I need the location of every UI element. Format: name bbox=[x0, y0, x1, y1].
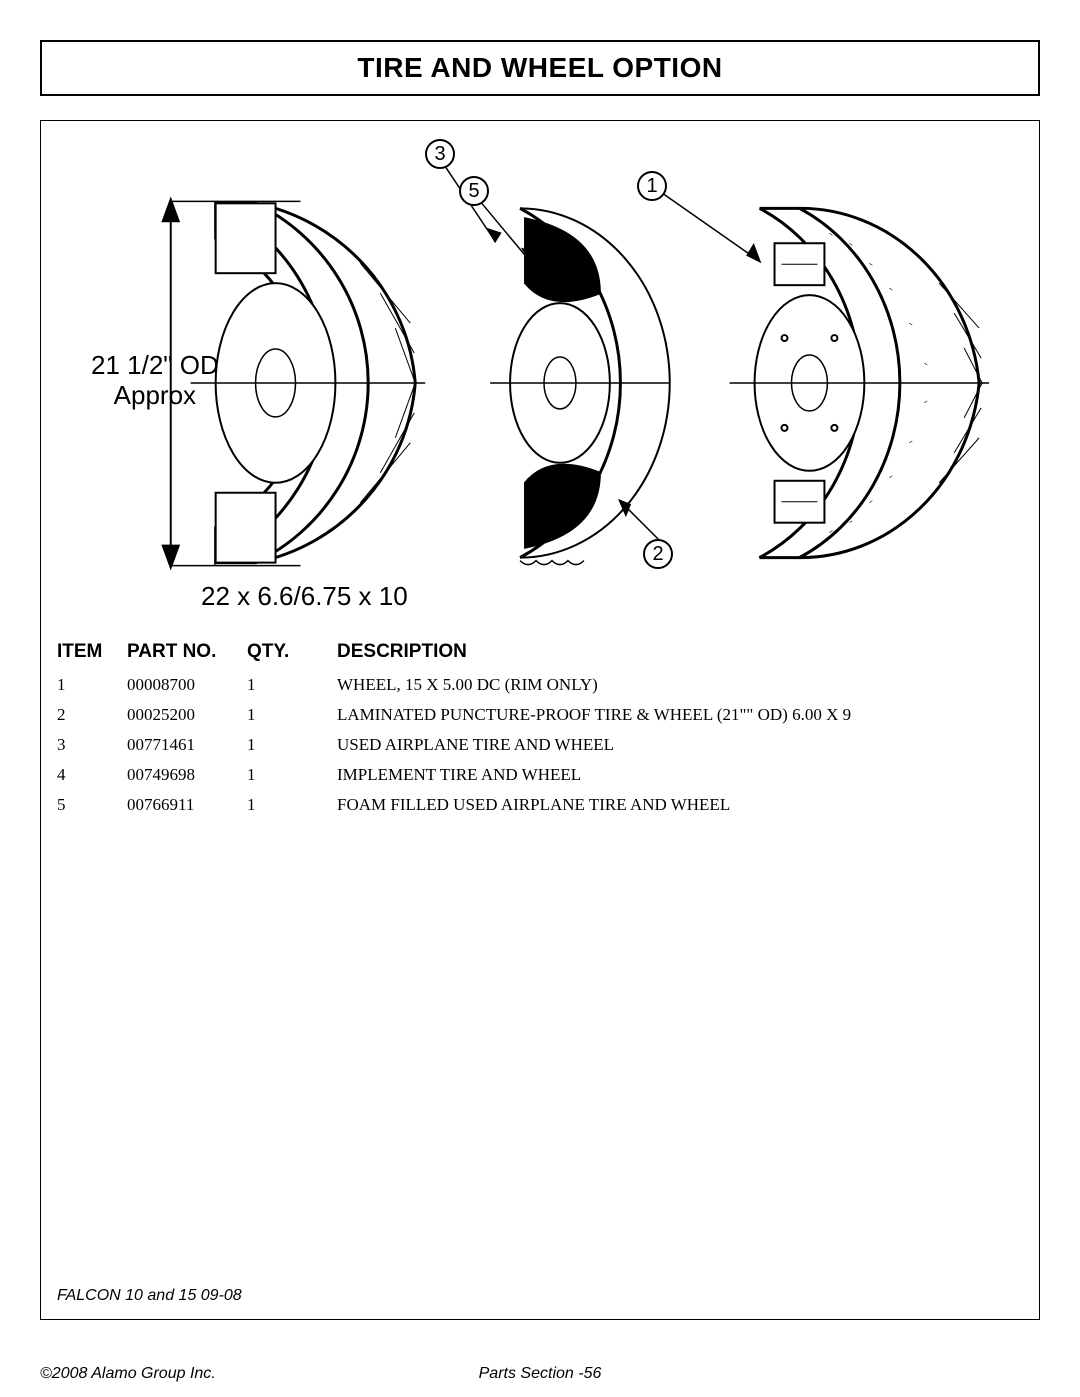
cell-qty: 1 bbox=[247, 705, 337, 725]
page-title: TIRE AND WHEEL OPTION bbox=[357, 52, 722, 84]
callout-2: 2 bbox=[643, 539, 673, 569]
cell-item: 1 bbox=[57, 675, 127, 695]
cell-desc: WHEEL, 15 X 5.00 DC (RIM ONLY) bbox=[337, 675, 1023, 695]
cell-desc: FOAM FILLED USED AIRPLANE TIRE AND WHEEL bbox=[337, 795, 1023, 815]
cell-part: 00025200 bbox=[127, 705, 247, 725]
header-item: ITEM bbox=[57, 641, 127, 663]
cell-item: 3 bbox=[57, 735, 127, 755]
cell-item: 4 bbox=[57, 765, 127, 785]
table-row: 3 00771461 1 USED AIRPLANE TIRE AND WHEE… bbox=[57, 735, 1023, 755]
parts-table: ITEM PART NO. QTY. DESCRIPTION 1 0000870… bbox=[57, 641, 1023, 825]
cell-part: 00771461 bbox=[127, 735, 247, 755]
parts-table-header: ITEM PART NO. QTY. DESCRIPTION bbox=[57, 641, 1023, 663]
cell-part: 00008700 bbox=[127, 675, 247, 695]
document-revision: FALCON 10 and 15 09-08 bbox=[57, 1287, 242, 1305]
od-line2: Approx bbox=[114, 380, 196, 410]
tire-size-label: 22 x 6.6/6.75 x 10 bbox=[201, 581, 408, 612]
cell-part: 00766911 bbox=[127, 795, 247, 815]
table-row: 5 00766911 1 FOAM FILLED USED AIRPLANE T… bbox=[57, 795, 1023, 815]
footer-section: Parts Section -56 bbox=[479, 1365, 602, 1383]
header-partno: PART NO. bbox=[127, 641, 247, 663]
callout-5: 5 bbox=[459, 176, 489, 206]
title-box: TIRE AND WHEEL OPTION bbox=[40, 40, 1040, 96]
callout-3: 3 bbox=[425, 139, 455, 169]
callout-1: 1 bbox=[637, 171, 667, 201]
table-row: 2 00025200 1 LAMINATED PUNCTURE-PROOF TI… bbox=[57, 705, 1023, 725]
cell-item: 2 bbox=[57, 705, 127, 725]
od-dimension-label: 21 1/2" OD Approx bbox=[91, 351, 219, 411]
cell-qty: 1 bbox=[247, 735, 337, 755]
od-line1: 21 1/2" OD bbox=[91, 350, 219, 380]
cell-desc: USED AIRPLANE TIRE AND WHEEL bbox=[337, 735, 1023, 755]
cell-qty: 1 bbox=[247, 765, 337, 785]
cell-desc: LAMINATED PUNCTURE-PROOF TIRE & WHEEL (2… bbox=[337, 705, 1023, 725]
footer-copyright: ©2008 Alamo Group Inc. bbox=[40, 1365, 216, 1383]
page: TIRE AND WHEEL OPTION bbox=[0, 0, 1080, 1397]
header-qty: QTY. bbox=[247, 641, 337, 663]
table-row: 4 00749698 1 IMPLEMENT TIRE AND WHEEL bbox=[57, 765, 1023, 785]
cell-item: 5 bbox=[57, 795, 127, 815]
table-row: 1 00008700 1 WHEEL, 15 X 5.00 DC (RIM ON… bbox=[57, 675, 1023, 695]
header-desc: DESCRIPTION bbox=[337, 641, 1023, 663]
cell-desc: IMPLEMENT TIRE AND WHEEL bbox=[337, 765, 1023, 785]
cell-qty: 1 bbox=[247, 795, 337, 815]
figure-box: 21 1/2" OD Approx 22 x 6.6/6.75 x 10 3 5… bbox=[40, 120, 1040, 1320]
cell-qty: 1 bbox=[247, 675, 337, 695]
cell-part: 00749698 bbox=[127, 765, 247, 785]
